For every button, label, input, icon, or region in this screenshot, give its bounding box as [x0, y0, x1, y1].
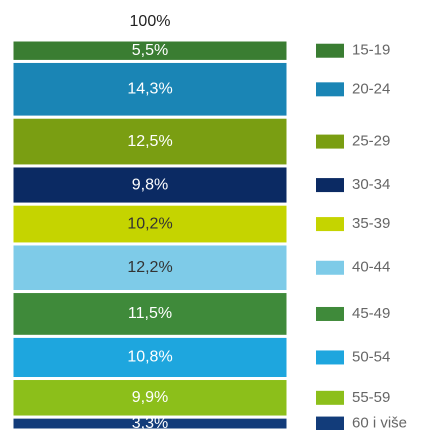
legend-label: 25-29	[352, 133, 390, 150]
legend-label: 35-39	[352, 215, 390, 232]
bar-segment	[10, 164, 290, 206]
bar-segment	[10, 415, 290, 430]
legend-swatch	[316, 178, 344, 193]
data-label: 5,5%	[132, 42, 168, 59]
legend-swatch	[316, 390, 344, 405]
data-label: 9,8%	[132, 176, 168, 193]
data-label: 10,8%	[127, 349, 172, 366]
bar-segment	[10, 377, 290, 419]
data-label: 3,3%	[132, 415, 168, 430]
legend-swatch	[316, 350, 344, 365]
legend-label: 20-24	[352, 80, 390, 97]
legend-label: 55-59	[352, 389, 390, 406]
bar-segment	[10, 334, 290, 381]
data-label: 9,9%	[132, 389, 168, 406]
bar-segment	[10, 59, 290, 119]
legend-swatch	[316, 306, 344, 321]
legend-label: 50-54	[352, 348, 390, 365]
legend-label: 15-19	[352, 42, 390, 59]
chart-title: 100%	[130, 13, 171, 30]
data-label: 11,5%	[128, 305, 172, 322]
legend-label: 40-44	[352, 259, 390, 276]
data-label: 12,2%	[127, 259, 172, 276]
data-label: 14,3%	[127, 81, 172, 98]
legend-swatch	[316, 416, 344, 430]
legend-swatch	[316, 82, 344, 97]
legend-label: 45-49	[352, 305, 390, 322]
bar-segment	[10, 115, 290, 168]
data-label: 12,5%	[127, 133, 172, 150]
legend-label: 30-34	[352, 176, 390, 193]
legend-swatch	[316, 134, 344, 149]
legend-swatch	[316, 43, 344, 58]
legend-label: 60 i više	[352, 415, 407, 430]
legend-swatch	[316, 260, 344, 275]
data-label: 10,2%	[127, 215, 172, 232]
legend-swatch	[316, 217, 344, 232]
